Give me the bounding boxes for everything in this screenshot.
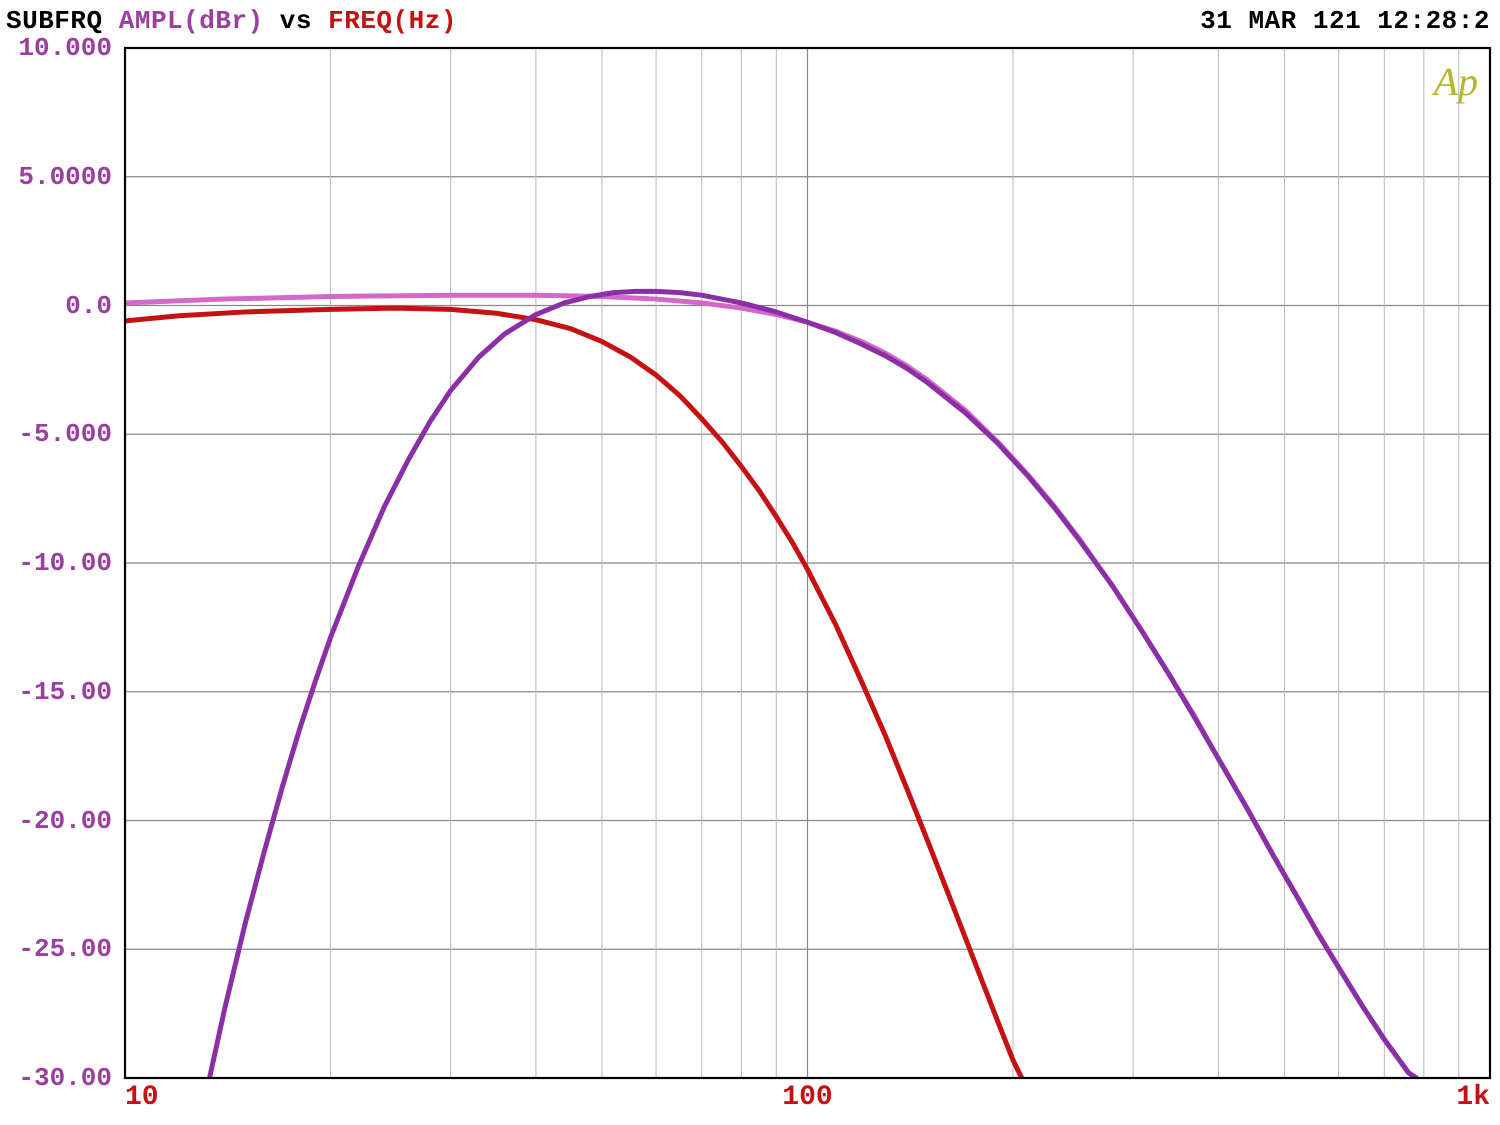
y-tick-label: 10.000 — [2, 33, 112, 63]
y-tick-label: 0.0 — [2, 291, 112, 321]
y-tick-label: -25.00 — [2, 934, 112, 964]
frequency-response-chart — [0, 0, 1500, 1125]
x-tick-label: 10 — [125, 1082, 159, 1113]
y-tick-label: 5.0000 — [2, 162, 112, 192]
y-tick-label: -15.00 — [2, 677, 112, 707]
ap-logo: Ap — [1434, 58, 1478, 105]
y-tick-label: -30.00 — [2, 1063, 112, 1093]
x-tick-label: 100 — [782, 1082, 832, 1113]
x-tick-label: 1k — [1456, 1082, 1490, 1113]
y-tick-label: -5.000 — [2, 419, 112, 449]
y-tick-label: -10.00 — [2, 548, 112, 578]
y-tick-label: -20.00 — [2, 806, 112, 836]
